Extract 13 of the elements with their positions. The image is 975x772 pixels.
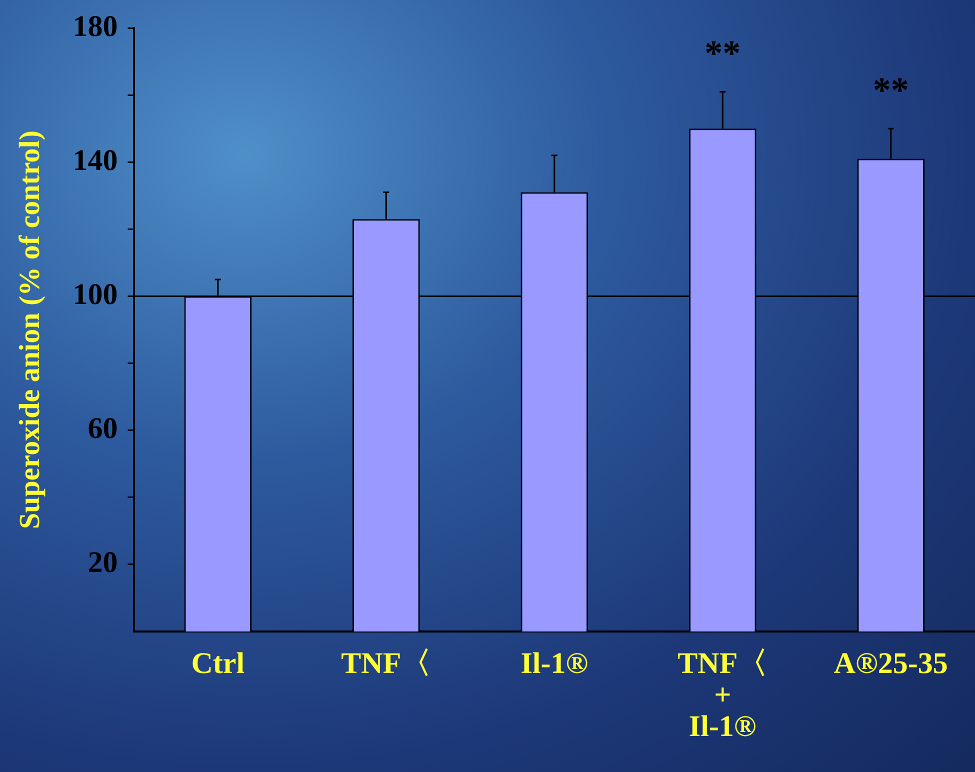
x-tick-label: TNF〈 [341, 647, 432, 680]
y-tick-label: 20 [88, 546, 118, 580]
x-tick-label: TNF〈 + Il-1® [678, 647, 768, 743]
annotation: ** [872, 70, 909, 110]
y-tick-label: 100 [72, 278, 118, 311]
y-axis-title: Superoxide anion (% of control) [14, 130, 46, 530]
x-tick-label: Il-1® [520, 647, 588, 680]
x-tick-label: A®25-35 [834, 647, 948, 680]
y-tick-label: 140 [72, 144, 118, 177]
y-tick-label: 60 [88, 412, 118, 446]
annotation: ** [704, 33, 741, 73]
x-tick-label: Ctrl [191, 647, 245, 680]
y-tick-label: 180 [72, 10, 118, 43]
